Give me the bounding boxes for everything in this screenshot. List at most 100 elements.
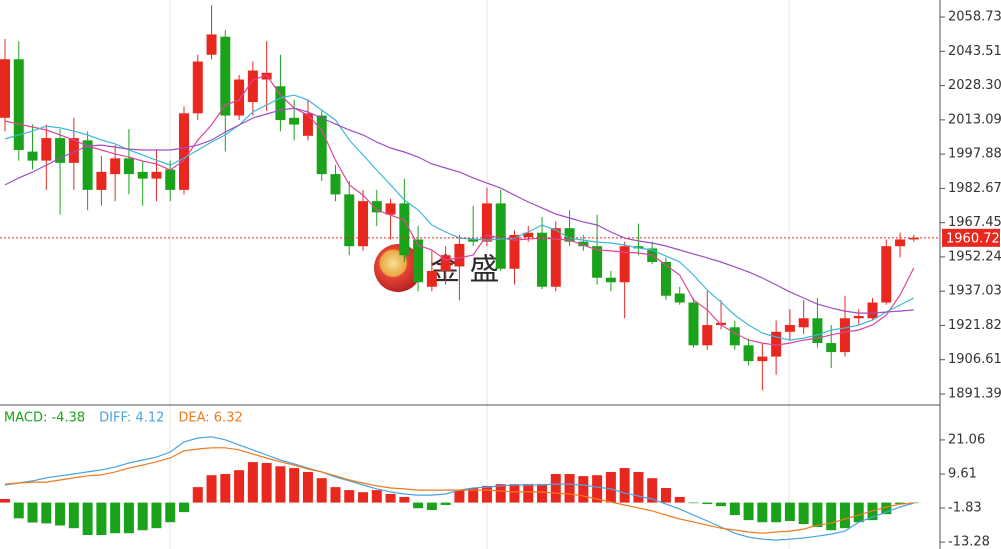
candle-body	[371, 201, 382, 213]
candle-body	[13, 59, 24, 151]
legend-label: DEA: 6.32	[178, 411, 242, 426]
macd-bar	[660, 488, 671, 503]
candle-body	[96, 171, 107, 190]
macd-bar	[674, 496, 685, 503]
macd-bar	[895, 502, 906, 505]
candle-body	[729, 327, 740, 346]
macd-bar	[179, 502, 190, 513]
y-tick-label: 2013.09	[948, 112, 1001, 127]
y-tick-label: -1.83	[948, 501, 982, 516]
candle-body	[0, 59, 10, 118]
macd-bar	[523, 484, 534, 503]
macd-bar	[495, 484, 506, 503]
candle-body	[68, 138, 79, 163]
candle-body	[757, 356, 768, 362]
candle-body	[895, 239, 906, 247]
candle-body	[358, 201, 369, 247]
candle-body	[826, 343, 837, 353]
y-tick-label: 2058.73	[948, 10, 1001, 25]
moving-average-line	[4, 74, 915, 346]
macd-bar	[123, 502, 134, 534]
macd-bar	[853, 502, 864, 523]
watermark-logo	[374, 244, 422, 292]
macd-bar	[192, 487, 203, 503]
candle-body	[468, 239, 479, 242]
candle-body	[165, 169, 176, 190]
y-tick-label: 1891.39	[948, 386, 1001, 401]
candle-body	[537, 232, 548, 287]
macd-bar	[537, 484, 548, 503]
candle-body	[220, 36, 231, 116]
candle-body	[151, 171, 162, 179]
macd-bar	[68, 502, 79, 529]
macd-bar	[881, 502, 892, 515]
y-tick-label: 21.06	[948, 432, 985, 447]
candle-body	[330, 174, 341, 195]
macd-bar	[784, 502, 795, 522]
macd-bar	[564, 474, 575, 503]
candle-body	[550, 228, 561, 287]
macd-bar	[137, 502, 148, 531]
candle-body	[839, 318, 850, 353]
macd-bar	[440, 502, 451, 505]
macd-bar	[165, 502, 176, 523]
macd-bar	[592, 475, 603, 503]
macd-bar	[261, 463, 272, 503]
macd-bar	[206, 475, 217, 503]
candle-body	[605, 277, 616, 283]
macd-bar	[275, 466, 286, 503]
candle-body	[27, 151, 38, 161]
macd-bar	[578, 476, 589, 503]
watermark-text: 金 盛	[430, 253, 500, 288]
macd-bar	[454, 490, 465, 503]
macd-bar	[399, 496, 410, 503]
macd-bar	[619, 468, 630, 503]
candle-body	[812, 318, 823, 344]
macd-bar	[550, 474, 561, 503]
candle-body	[261, 72, 272, 80]
macd-bar	[812, 502, 823, 527]
macd-bar	[247, 462, 258, 503]
macd-bar	[13, 502, 24, 519]
macd-bar	[96, 502, 107, 536]
candle-body	[234, 79, 245, 116]
candle-body	[688, 302, 699, 346]
candle-body	[247, 70, 258, 103]
candle-body	[660, 261, 671, 296]
y-tick-label: 1967.45	[948, 215, 1001, 230]
candle-body	[344, 194, 355, 247]
macd-bar	[55, 502, 66, 526]
y-tick-label: 1906.61	[948, 352, 1001, 367]
candle-body	[716, 322, 727, 326]
candle-body	[784, 325, 795, 332]
candle-body	[674, 293, 685, 303]
y-tick-label: 9.61	[948, 466, 977, 481]
macd-bar	[413, 502, 424, 509]
y-tick-label: -13.28	[948, 535, 990, 549]
macd-bar	[509, 484, 520, 503]
candle-body	[702, 325, 713, 346]
macd-line	[4, 447, 914, 534]
candle-body	[495, 203, 506, 269]
legend-label: DIFF: 4.12	[99, 411, 164, 426]
macd-bar	[757, 502, 768, 523]
macd-bar	[839, 502, 850, 529]
macd-bar	[316, 478, 327, 503]
y-tick-label: 2043.51	[948, 44, 1001, 59]
macd-bar	[220, 474, 231, 503]
macd-bar	[688, 502, 699, 504]
candle-body	[867, 302, 878, 319]
macd-bar	[385, 493, 396, 503]
candle-body	[41, 138, 52, 161]
candle-body	[110, 158, 121, 175]
macd-bar	[330, 487, 341, 503]
macd-bar	[468, 488, 479, 503]
y-tick-label: 1997.88	[948, 147, 1001, 162]
y-tick-label: 1952.24	[948, 249, 1001, 264]
candle-body	[192, 61, 203, 114]
candle-body	[275, 86, 286, 121]
last-price-box	[942, 228, 1000, 247]
macd-bar	[41, 502, 52, 524]
candle-body	[743, 345, 754, 362]
